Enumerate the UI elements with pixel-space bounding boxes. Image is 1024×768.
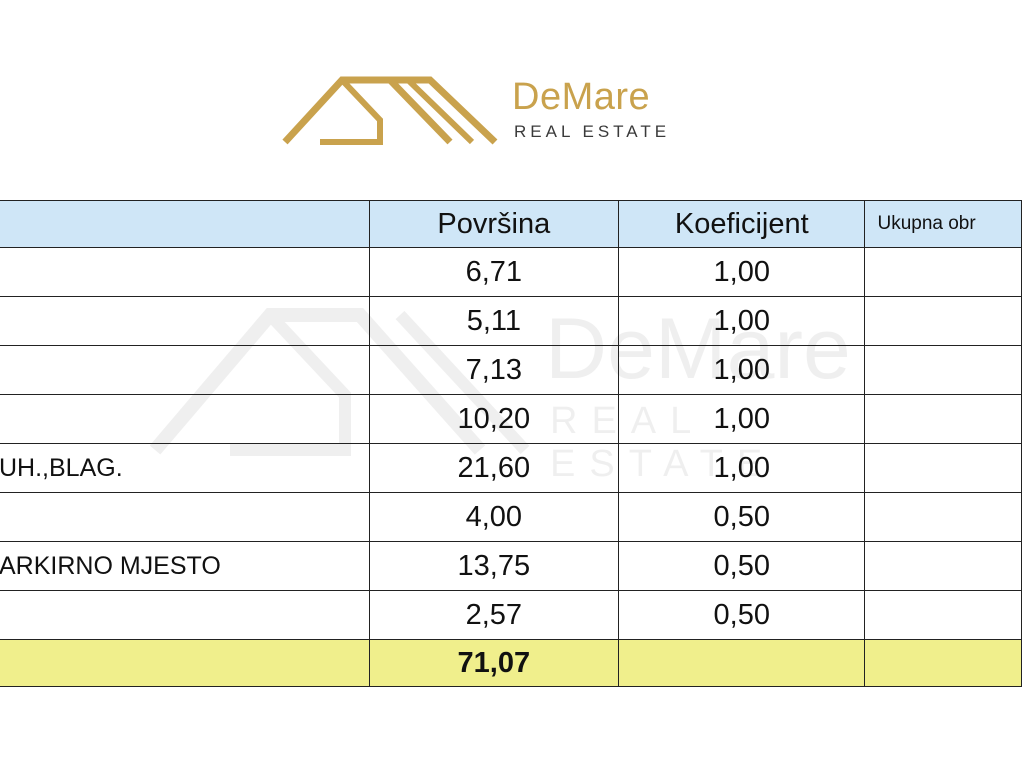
house-roof-icon: [282, 76, 498, 145]
row-area: 4,00: [368, 492, 620, 542]
row-area: 6,71: [368, 247, 620, 297]
row-area: 5,11: [368, 296, 620, 346]
table-row: 4,00 0,50: [0, 492, 1022, 542]
row-coefficient: 1,00: [618, 247, 866, 297]
row-area: 13,75: [368, 541, 620, 591]
area-table: Površina Koeficijent Ukupna obr 6,71 1,0…: [0, 200, 1022, 687]
row-coefficient: 0,50: [618, 590, 866, 640]
row-label: [0, 394, 370, 444]
demare-logo: DeMare REAL ESTATE: [280, 70, 730, 150]
row-total: [864, 296, 1022, 346]
total-area: 71,07: [368, 639, 620, 687]
row-total: [864, 394, 1022, 444]
table-row: 2,57 0,50: [0, 590, 1022, 640]
row-coefficient: 1,00: [618, 345, 866, 395]
row-label: ARKIRNO MJESTO: [0, 541, 370, 591]
brand-name: DeMare: [512, 76, 651, 118]
brand-subtitle: REAL ESTATE: [514, 122, 671, 141]
table-row: 7,13 1,00: [0, 345, 1022, 395]
table-row: UH.,BLAG. 21,60 1,00: [0, 443, 1022, 493]
row-label: [0, 296, 370, 346]
header-area: Površina: [368, 200, 620, 248]
table-row: 5,11 1,00: [0, 296, 1022, 346]
table-row: ARKIRNO MJESTO 13,75 0,50: [0, 541, 1022, 591]
table-header-row: Površina Koeficijent Ukupna obr: [0, 200, 1022, 248]
row-total: [864, 247, 1022, 297]
row-total: [864, 345, 1022, 395]
row-coefficient: 0,50: [618, 541, 866, 591]
row-total: [864, 541, 1022, 591]
table-total-row: 71,07: [0, 639, 1022, 687]
row-area: 10,20: [368, 394, 620, 444]
row-label: [0, 492, 370, 542]
row-label: [0, 247, 370, 297]
row-label: [0, 345, 370, 395]
row-label: [0, 590, 370, 640]
row-coefficient: 0,50: [618, 492, 866, 542]
row-coefficient: 1,00: [618, 394, 866, 444]
row-total: [864, 590, 1022, 640]
row-total: [864, 492, 1022, 542]
row-total: [864, 443, 1022, 493]
row-area: 21,60: [368, 443, 620, 493]
header-total: Ukupna obr: [864, 200, 1022, 248]
row-coefficient: 1,00: [618, 443, 866, 493]
header-label: [0, 200, 370, 248]
total-total: [864, 639, 1022, 687]
row-area: 2,57: [368, 590, 620, 640]
header-coefficient: Koeficijent: [618, 200, 866, 248]
row-area: 7,13: [368, 345, 620, 395]
row-label: UH.,BLAG.: [0, 443, 370, 493]
total-label: [0, 639, 370, 687]
table-row: 6,71 1,00: [0, 247, 1022, 297]
row-coefficient: 1,00: [618, 296, 866, 346]
table-row: 10,20 1,00: [0, 394, 1022, 444]
total-coefficient: [618, 639, 866, 687]
